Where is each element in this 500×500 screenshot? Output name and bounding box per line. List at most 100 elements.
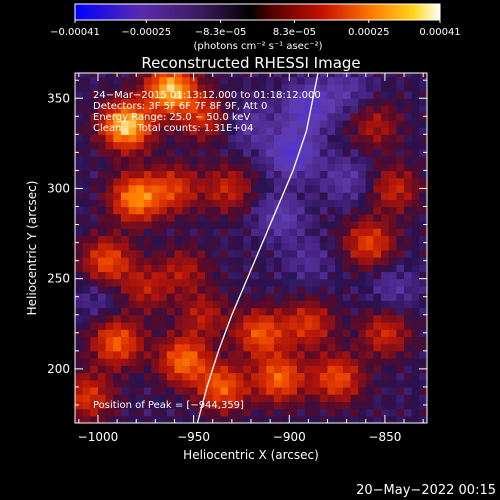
heatmap-cell bbox=[373, 300, 382, 309]
heatmap-cell bbox=[105, 83, 114, 92]
heatmap-cell bbox=[120, 170, 130, 179]
heatmap-cell bbox=[411, 170, 420, 179]
heatmap-cell bbox=[228, 358, 237, 366]
heatmap-cell bbox=[143, 112, 153, 121]
heatmap-cell bbox=[342, 228, 352, 236]
heatmap-cell bbox=[128, 408, 137, 417]
heatmap-cell bbox=[319, 321, 329, 330]
heatmap-cell bbox=[220, 257, 229, 265]
heatmap-cell bbox=[143, 358, 153, 366]
heatmap-cell bbox=[289, 293, 298, 301]
heatmap-cell bbox=[212, 177, 221, 186]
heatmap-cell bbox=[197, 184, 206, 193]
heatmap-cell bbox=[419, 192, 427, 200]
heatmap-cell bbox=[404, 365, 413, 374]
heatmap-cell bbox=[296, 242, 306, 251]
heatmap-cell bbox=[350, 314, 359, 323]
heatmap-cell bbox=[358, 401, 367, 410]
heatmap-cell bbox=[189, 278, 199, 287]
heatmap-cell bbox=[143, 336, 153, 345]
heatmap-cell bbox=[136, 155, 145, 164]
heatmap-cell bbox=[143, 314, 153, 323]
heatmap-cell bbox=[327, 358, 336, 366]
heatmap-cell bbox=[174, 91, 183, 99]
heatmap-cell bbox=[281, 199, 290, 208]
heatmap-cell bbox=[182, 170, 191, 179]
heatmap-cell bbox=[235, 76, 244, 85]
heatmap-cell bbox=[159, 242, 168, 251]
heatmap-cell bbox=[136, 134, 145, 143]
heatmap-cell bbox=[419, 300, 427, 309]
heatmap-cell bbox=[342, 343, 352, 352]
heatmap-cell bbox=[273, 264, 283, 273]
heatmap-cell bbox=[105, 73, 114, 78]
heatmap-cell bbox=[228, 83, 237, 92]
heatmap-cell bbox=[113, 321, 122, 330]
heatmap-cell bbox=[342, 365, 352, 374]
heatmap-cell bbox=[258, 184, 267, 193]
heatmap-cell bbox=[166, 386, 176, 395]
heatmap-cell bbox=[411, 76, 420, 85]
heatmap-cell bbox=[304, 184, 313, 193]
heatmap-cell bbox=[251, 329, 260, 338]
heatmap-cell bbox=[82, 112, 91, 121]
heatmap-cell bbox=[182, 379, 191, 388]
heatmap-cell bbox=[212, 336, 221, 345]
heatmap-cell bbox=[396, 257, 405, 265]
heatmap-cell bbox=[97, 170, 107, 179]
heatmap-cell bbox=[258, 112, 267, 121]
heatmap-cell bbox=[304, 401, 313, 410]
heatmap-cell bbox=[90, 119, 99, 128]
heatmap-cell bbox=[136, 148, 145, 157]
heatmap-cell bbox=[113, 235, 122, 244]
heatmap-cell bbox=[404, 271, 413, 280]
heatmap-cell bbox=[251, 177, 260, 186]
heatmap-cell bbox=[296, 177, 306, 186]
heatmap-cell bbox=[258, 242, 267, 251]
heatmap-cell bbox=[419, 271, 427, 280]
heatmap-cell bbox=[189, 119, 199, 128]
heatmap-cell bbox=[243, 112, 252, 121]
heatmap-cell bbox=[97, 271, 107, 280]
heatmap-cell bbox=[327, 73, 336, 78]
heatmap-cell bbox=[75, 112, 84, 121]
heatmap-cell bbox=[128, 365, 137, 374]
heatmap-cell bbox=[335, 415, 344, 423]
heatmap-cell bbox=[105, 242, 114, 251]
heatmap-cell bbox=[97, 119, 107, 128]
heatmap-cell bbox=[342, 213, 352, 222]
heatmap-cell bbox=[319, 220, 329, 229]
heatmap-cell bbox=[97, 91, 107, 99]
heatmap-cell bbox=[159, 76, 168, 85]
heatmap-cell bbox=[220, 73, 229, 78]
heatmap-cell bbox=[182, 228, 191, 236]
heatmap-cell bbox=[82, 350, 91, 359]
heatmap-cell bbox=[365, 177, 375, 186]
heatmap-cell bbox=[365, 155, 375, 164]
heatmap-cell bbox=[136, 163, 145, 172]
heatmap-cell bbox=[419, 242, 427, 251]
heatmap-cell bbox=[319, 170, 329, 179]
heatmap-cell bbox=[404, 300, 413, 309]
heatmap-cell bbox=[143, 119, 153, 128]
heatmap-cell bbox=[327, 386, 336, 395]
heatmap-cell bbox=[396, 408, 405, 417]
heatmap-cell bbox=[182, 192, 191, 200]
heatmap-cell bbox=[182, 293, 191, 301]
heatmap-cell bbox=[312, 264, 321, 273]
heatmap-cell bbox=[220, 300, 229, 309]
heatmap-cell bbox=[143, 76, 153, 85]
heatmap-cell bbox=[243, 76, 252, 85]
heatmap-cell bbox=[128, 401, 137, 410]
heatmap-cell bbox=[151, 141, 160, 150]
heatmap-cell bbox=[105, 336, 114, 345]
heatmap-cell bbox=[97, 264, 107, 273]
heatmap-cell bbox=[335, 257, 344, 265]
heatmap-cell bbox=[312, 213, 321, 222]
heatmap-image bbox=[75, 73, 427, 423]
heatmap-cell bbox=[212, 83, 221, 92]
heatmap-cell bbox=[327, 365, 336, 374]
heatmap-cell bbox=[373, 98, 382, 107]
heatmap-cell bbox=[373, 105, 382, 114]
heatmap-cell bbox=[319, 343, 329, 352]
